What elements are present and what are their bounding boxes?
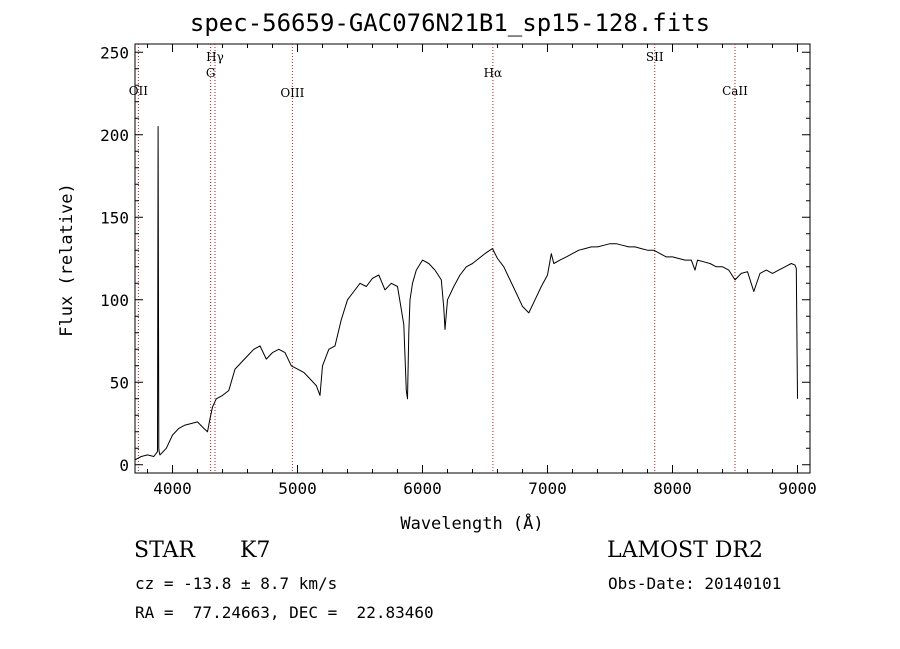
x-axis-label: Wavelength (Å) bbox=[400, 512, 543, 534]
spectrum-line bbox=[134, 126, 798, 461]
x-tick-label: 4000 bbox=[153, 479, 192, 498]
y-tick-label: 250 bbox=[100, 43, 129, 62]
x-tick-label: 5000 bbox=[278, 479, 317, 498]
plot-frame bbox=[134, 43, 811, 474]
y-tick-label: 150 bbox=[100, 208, 129, 227]
redshift-readout: cz = -13.8 ± 8.7 km/s bbox=[135, 574, 338, 593]
y-axis: 0 50 100 150 200 250 bbox=[100, 43, 810, 475]
y-tick-label: 200 bbox=[100, 126, 129, 145]
x-tick-label: 7000 bbox=[528, 479, 567, 498]
object-class: STAR bbox=[134, 538, 195, 563]
x-tick-label: 8000 bbox=[653, 479, 692, 498]
spectrum-series bbox=[134, 126, 798, 461]
x-axis: 4000 5000 6000 7000 8000 9000 bbox=[147, 44, 817, 498]
x-tick-label: 6000 bbox=[403, 479, 442, 498]
x-tick-label: 9000 bbox=[778, 479, 817, 498]
chart-title: spec-56659-GAC076N21B1_sp15-128.fits bbox=[189, 9, 711, 37]
survey-name: LAMOST DR2 bbox=[607, 538, 763, 563]
y-tick-label: 100 bbox=[100, 291, 129, 310]
line-marker-label: G bbox=[206, 66, 216, 80]
line-marker-label: CaII bbox=[722, 84, 748, 98]
observation-date: Obs-Date: 20140101 bbox=[608, 574, 782, 593]
coordinates-readout: RA = 77.24663, DEC = 22.83460 bbox=[135, 603, 434, 622]
y-axis-label: Flux (relative) bbox=[57, 183, 77, 337]
line-marker-label: Hγ bbox=[206, 50, 224, 64]
line-marker-label: OIII bbox=[280, 86, 304, 100]
line-markers: OII Hγ G OIII Hα SII CaII bbox=[129, 44, 748, 473]
line-marker-label: OII bbox=[129, 84, 149, 98]
y-tick-label: 50 bbox=[110, 373, 129, 392]
line-marker-label: Hα bbox=[484, 66, 503, 80]
y-tick-label: 0 bbox=[119, 456, 129, 475]
object-subclass: K7 bbox=[240, 538, 271, 563]
line-marker-label: SII bbox=[646, 50, 664, 64]
